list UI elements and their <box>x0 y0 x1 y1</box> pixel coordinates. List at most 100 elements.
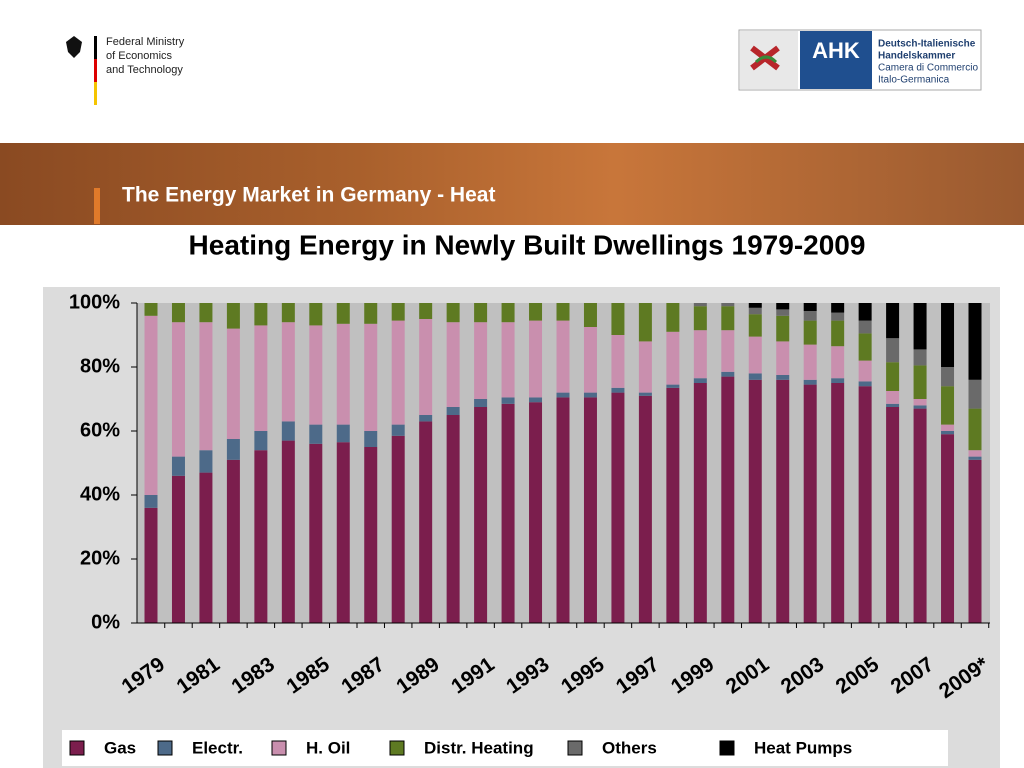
legend-swatch <box>567 740 583 756</box>
bar-segment <box>199 322 213 451</box>
bar-segment <box>831 378 845 383</box>
bar-segment <box>831 383 845 623</box>
legend-label: Gas <box>104 738 136 757</box>
bar-segment <box>611 387 625 393</box>
ministry-logo: Federal Ministry of Economics and Techno… <box>66 36 185 105</box>
bar-segment <box>364 303 378 324</box>
bar-segment <box>391 435 405 623</box>
chart-title: Heating Energy in Newly Built Dwellings … <box>189 229 866 260</box>
bar-segment <box>748 307 762 315</box>
bar-segment <box>776 315 790 342</box>
bar-segment <box>638 341 652 393</box>
ministry-line: of Economics <box>106 50 173 62</box>
bar-segment <box>281 322 295 422</box>
bar-segment <box>474 322 488 399</box>
bar-segment <box>748 379 762 623</box>
bar-segment <box>968 379 982 409</box>
bar-segment <box>226 303 240 329</box>
bar-segment <box>144 507 158 623</box>
bar-segment <box>583 327 597 393</box>
bar-segment <box>501 322 515 398</box>
bar-segment <box>309 303 323 326</box>
bar-segment <box>721 303 735 307</box>
bar-segment <box>941 434 955 623</box>
bar-segment <box>364 447 378 623</box>
bar-segment <box>309 325 323 425</box>
bar-segment <box>666 387 680 623</box>
bar-segment <box>419 415 433 422</box>
bar-segment <box>226 439 240 460</box>
bar-segment <box>803 344 817 380</box>
legend-label: H. Oil <box>306 738 350 757</box>
bar-segment <box>913 349 927 366</box>
bar-segment <box>803 379 817 385</box>
ahk-line: Italo-Germanica <box>878 75 950 86</box>
bar-segment <box>831 320 845 347</box>
banner <box>0 143 1024 225</box>
bar-segment <box>199 450 213 473</box>
bar-segment <box>419 303 433 319</box>
bar-segment <box>776 309 790 316</box>
bar-segment <box>446 415 460 623</box>
bar-segment <box>776 379 790 623</box>
bar-segment <box>529 320 543 398</box>
legend-swatch <box>389 740 405 756</box>
bar-segment <box>281 303 295 323</box>
bar-segment <box>364 323 378 431</box>
bar-segment <box>556 303 570 321</box>
bar-segment <box>886 303 900 339</box>
bar-segment <box>556 392 570 398</box>
bar-segment <box>968 456 982 460</box>
ministry-line: Federal Ministry <box>106 36 185 48</box>
legend <box>62 730 948 766</box>
bar-segment <box>748 303 762 308</box>
bar-segment <box>638 392 652 396</box>
bar-segment <box>611 392 625 623</box>
bar-segment <box>474 399 488 407</box>
bar-segment <box>391 320 405 425</box>
bar-segment <box>638 303 652 342</box>
bar-segment <box>666 331 680 385</box>
bar-segment <box>968 459 982 623</box>
legend-swatch <box>69 740 85 756</box>
ministry-line: and Technology <box>106 64 183 76</box>
bar-segment <box>226 328 240 439</box>
bar-segment <box>721 376 735 623</box>
bar-segment <box>254 303 268 326</box>
bar-segment <box>913 405 927 409</box>
bar-segment <box>144 303 158 316</box>
bar-segment <box>886 407 900 623</box>
bar-segment <box>941 386 955 425</box>
bar-segment <box>226 459 240 623</box>
bar-segment <box>941 424 955 431</box>
legend-label: Heat Pumps <box>754 738 852 757</box>
bar-segment <box>336 424 350 443</box>
bar-segment <box>803 303 817 311</box>
y-tick-label: 80% <box>80 355 120 377</box>
bar-segment <box>693 306 707 331</box>
bar-segment <box>913 365 927 399</box>
bar-segment <box>529 397 543 403</box>
bar-segment <box>858 360 872 382</box>
bar-segment <box>666 384 680 388</box>
bar-segment <box>474 303 488 323</box>
bar-segment <box>583 397 597 623</box>
bar-segment <box>199 472 213 623</box>
bar-segment <box>748 336 762 374</box>
legend-swatch <box>271 740 287 756</box>
bar-segment <box>309 424 323 444</box>
bar-segment <box>336 323 350 425</box>
bar-segment <box>693 383 707 623</box>
y-tick-label: 100% <box>69 291 120 313</box>
bar-segment <box>583 392 597 398</box>
bar-segment <box>419 319 433 415</box>
bar-segment <box>968 450 982 457</box>
bar-segment <box>913 303 927 350</box>
bar-segment <box>886 403 900 407</box>
bar-segment <box>474 407 488 623</box>
ahk-logo: AHK Deutsch-Italienische Handelskammer C… <box>738 29 982 91</box>
bar-segment <box>721 330 735 372</box>
bar-segment <box>776 303 790 310</box>
bar-segment <box>803 311 817 321</box>
